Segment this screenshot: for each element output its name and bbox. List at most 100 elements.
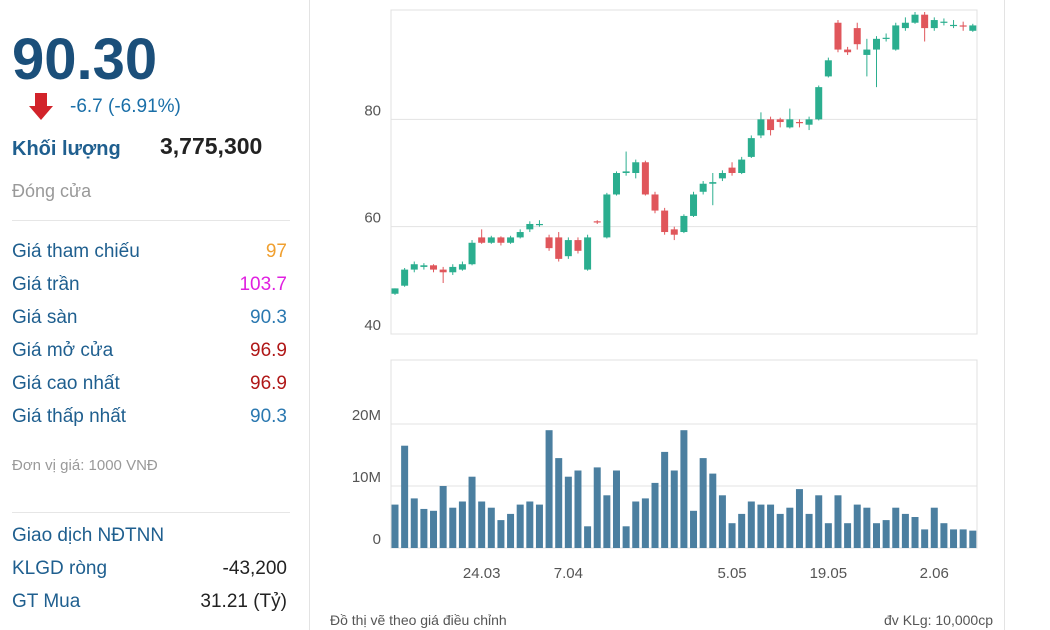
row-value: 90.3 bbox=[250, 406, 287, 427]
row-value: -43,200 bbox=[222, 558, 287, 579]
candle-body bbox=[824, 60, 832, 77]
volume-bar bbox=[699, 458, 707, 548]
candle-body bbox=[401, 269, 409, 286]
volume-bar bbox=[478, 501, 486, 548]
volume: 3,775,300 bbox=[160, 133, 263, 159]
x-tick-label: 5.05 bbox=[717, 565, 746, 582]
row-label: GT Mua bbox=[12, 591, 81, 612]
volume-label: Khối lượng bbox=[12, 138, 121, 160]
candle-body bbox=[449, 266, 457, 273]
volume-bar bbox=[439, 486, 447, 548]
candle-body bbox=[632, 162, 640, 173]
row-label: Giá tham chiếu bbox=[12, 241, 140, 262]
separator bbox=[12, 512, 290, 513]
candle-body bbox=[526, 223, 534, 230]
volume-bar bbox=[526, 501, 534, 548]
candle-body bbox=[815, 87, 823, 120]
candle-body bbox=[420, 265, 428, 267]
candle-body bbox=[564, 240, 572, 257]
candle-body bbox=[391, 288, 399, 294]
volume-bar bbox=[930, 507, 938, 548]
candle-body bbox=[661, 210, 669, 233]
volume-bar bbox=[458, 501, 466, 548]
row-label: KLGD ròng bbox=[12, 558, 108, 579]
candle-body bbox=[911, 14, 919, 23]
candle-body bbox=[718, 173, 726, 179]
volume-bar bbox=[574, 470, 582, 548]
volume-bar bbox=[661, 451, 669, 548]
candle-body bbox=[940, 21, 948, 23]
candle-body bbox=[584, 237, 592, 270]
volume-bar bbox=[776, 513, 784, 548]
x-tick-label: 7.04 bbox=[554, 565, 583, 582]
footer-note: Đồ thị vẽ theo giá điều chỉnh bbox=[330, 612, 507, 628]
footer-unit: đv KLg: 10,000cp bbox=[884, 612, 993, 628]
candle-body bbox=[795, 122, 803, 124]
candle-body bbox=[651, 194, 659, 211]
volume-bar bbox=[805, 513, 813, 548]
volume-bar bbox=[738, 513, 746, 548]
plot-area bbox=[390, 9, 978, 335]
candle-body bbox=[853, 28, 861, 45]
volume-bar bbox=[584, 526, 592, 548]
y-tick-label: 80 bbox=[364, 102, 381, 119]
candle-body bbox=[882, 37, 890, 39]
x-tick-label: 2.06 bbox=[920, 565, 949, 582]
divider bbox=[1004, 0, 1005, 630]
candle-body bbox=[834, 22, 842, 50]
candle-body bbox=[612, 173, 620, 195]
row-label: Giá sàn bbox=[12, 307, 78, 328]
volume-bar bbox=[449, 507, 457, 548]
candle-body bbox=[844, 49, 852, 53]
candle-body bbox=[747, 138, 755, 157]
candle-body bbox=[738, 159, 746, 173]
separator bbox=[12, 220, 290, 221]
volume-bar bbox=[940, 523, 948, 548]
volume-bar bbox=[622, 526, 630, 548]
candle-body bbox=[892, 25, 900, 50]
change: -6.7 (-6.91%) bbox=[70, 96, 181, 117]
volume-bar bbox=[516, 504, 524, 548]
volume-bar bbox=[430, 510, 438, 548]
volume-bar bbox=[795, 489, 803, 548]
volume-bar bbox=[728, 523, 736, 548]
volume-bar bbox=[786, 507, 794, 548]
volume-bar bbox=[844, 523, 852, 548]
volume-bar bbox=[593, 467, 601, 548]
y-tick-label: 20M bbox=[352, 407, 381, 424]
status: Đóng cửa bbox=[12, 181, 92, 201]
volume-bar bbox=[834, 495, 842, 548]
candle-body bbox=[535, 223, 543, 226]
volume-bar bbox=[901, 513, 909, 548]
candle-body bbox=[805, 119, 813, 125]
row-label: Giá cao nhất bbox=[12, 373, 120, 394]
candle-body bbox=[757, 119, 765, 136]
volume-bar bbox=[670, 470, 678, 548]
volume-bar bbox=[651, 482, 659, 548]
candle-body bbox=[680, 215, 688, 233]
volume-bar bbox=[410, 498, 418, 548]
candle-body bbox=[776, 119, 784, 123]
candle-body bbox=[921, 14, 929, 29]
volume-bar bbox=[690, 510, 698, 548]
volume-bar bbox=[709, 473, 717, 548]
candle-body bbox=[430, 265, 438, 270]
y-tick-label: 60 bbox=[364, 210, 381, 227]
volume-bar bbox=[815, 495, 823, 548]
volume-bar bbox=[757, 504, 765, 548]
candle-body bbox=[690, 194, 698, 216]
y-tick-label: 40 bbox=[364, 317, 381, 334]
row-value: 96.9 bbox=[250, 373, 287, 394]
volume-bar bbox=[959, 529, 967, 548]
candle-body bbox=[478, 237, 486, 243]
volume-bar bbox=[420, 508, 428, 548]
divider bbox=[309, 0, 310, 630]
volume-bar bbox=[921, 529, 929, 548]
candle-body bbox=[593, 221, 601, 223]
y-tick-label: 10M bbox=[352, 469, 381, 486]
unit-note: Đơn vị giá: 1000 VNĐ bbox=[12, 457, 158, 474]
volume-bar bbox=[564, 476, 572, 548]
foreign-title: Giao dịch NĐTNN bbox=[12, 525, 165, 546]
volume-bar bbox=[401, 445, 409, 548]
